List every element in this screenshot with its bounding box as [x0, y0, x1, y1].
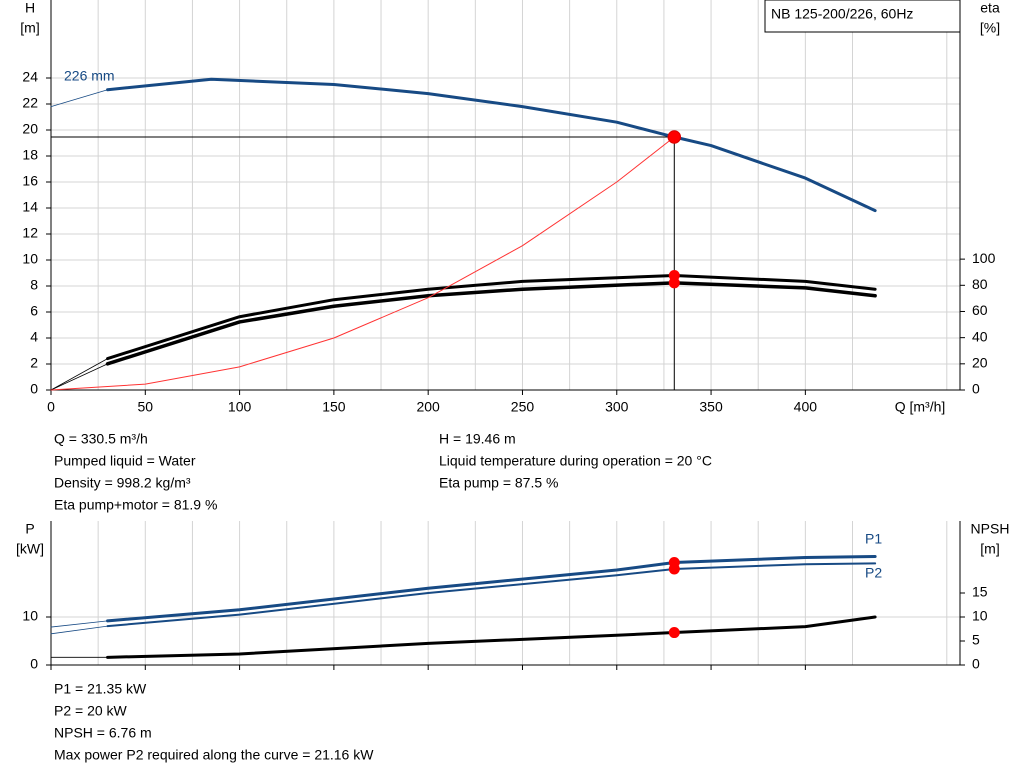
x-axis-label: Q [m³/h] [895, 399, 946, 415]
curve [106, 562, 877, 628]
x-tick-label: 250 [511, 399, 535, 415]
curve-extension [50, 89, 108, 107]
chart-title: NB 125-200/226, 60Hz [771, 6, 913, 22]
plot-area [51, 521, 960, 665]
y-axis-label: P [25, 521, 34, 537]
info-line: P2 = 20 kW [54, 703, 128, 719]
y-tick-label: 0 [30, 381, 38, 397]
duty-point [668, 277, 680, 289]
y2-tick-label: 60 [972, 302, 988, 318]
info-line: NPSH = 6.76 m [54, 725, 152, 741]
y-tick-label: 20 [22, 121, 38, 137]
x-tick-label: 300 [605, 399, 629, 415]
info-line: Max power P2 required along the curve = … [54, 747, 374, 763]
curve-extension [50, 358, 108, 391]
y2-tick-label: 100 [972, 250, 996, 266]
y-axis-label: H [25, 0, 35, 16]
y2-tick-label: 20 [972, 355, 988, 371]
curve [106, 555, 877, 623]
curve [106, 77, 877, 213]
y2-tick-label: 10 [972, 608, 988, 624]
y2-axis-label: [m] [980, 541, 999, 557]
curve [50, 136, 675, 391]
y2-axis-label: eta [980, 0, 1000, 16]
y-tick-label: 14 [22, 199, 38, 215]
title-box [764, 0, 961, 33]
x-tick-label: 350 [699, 399, 723, 415]
info-line: Eta pump = 87.5 % [439, 475, 558, 491]
y-tick-label: 10 [22, 251, 38, 267]
y-axis-label: [m] [20, 20, 39, 36]
y2-tick-label: 0 [972, 656, 980, 672]
curve-extension [50, 625, 108, 635]
info-line: Liquid temperature during operation = 20… [439, 453, 712, 469]
x-tick-label: 100 [228, 399, 252, 415]
duty-point [668, 563, 680, 575]
y2-axis-label: NPSH [971, 521, 1010, 537]
y-axis-label: [kW] [16, 541, 44, 557]
curve-label: 226 mm [64, 68, 115, 84]
y2-tick-label: 15 [972, 584, 988, 600]
y2-tick-label: 0 [972, 381, 980, 397]
info-line: Q = 330.5 m³/h [54, 431, 148, 447]
y2-axis-label: [%] [980, 20, 1000, 36]
x-tick-label: 200 [416, 399, 440, 415]
y-tick-label: 24 [22, 69, 38, 85]
duty-point [668, 627, 680, 639]
y-tick-label: 4 [30, 329, 38, 345]
info-line: H = 19.46 m [439, 431, 516, 447]
y-tick-label: 16 [22, 173, 38, 189]
curve [106, 273, 877, 361]
info-line: P1 = 21.35 kW [54, 681, 147, 697]
y-tick-label: 0 [30, 656, 38, 672]
curve [106, 615, 877, 659]
y2-tick-label: 80 [972, 276, 988, 292]
x-tick-label: 50 [138, 399, 154, 415]
curve [105, 281, 877, 366]
x-tick-label: 0 [47, 399, 55, 415]
y-tick-label: 12 [22, 225, 38, 241]
duty-point [668, 131, 680, 143]
info-line: Density = 998.2 kg/m³ [54, 475, 191, 491]
curve-extension [50, 620, 108, 628]
y2-tick-label: 5 [972, 632, 980, 648]
y-tick-label: 6 [30, 303, 38, 319]
curve-label: P1 [865, 531, 882, 547]
y-tick-label: 2 [30, 355, 38, 371]
plot-area [51, 0, 960, 390]
info-line: Pumped liquid = Water [54, 453, 196, 469]
y-tick-label: 10 [22, 608, 38, 624]
info-line: Eta pump+motor = 81.9 % [54, 497, 217, 513]
curve-label: P2 [865, 565, 882, 581]
curve-extension [50, 363, 108, 391]
y-tick-label: 22 [22, 95, 38, 111]
x-tick-label: 400 [794, 399, 818, 415]
y-tick-label: 8 [30, 277, 38, 293]
x-tick-label: 150 [322, 399, 346, 415]
y-tick-label: 18 [22, 147, 38, 163]
y2-tick-label: 40 [972, 328, 988, 344]
